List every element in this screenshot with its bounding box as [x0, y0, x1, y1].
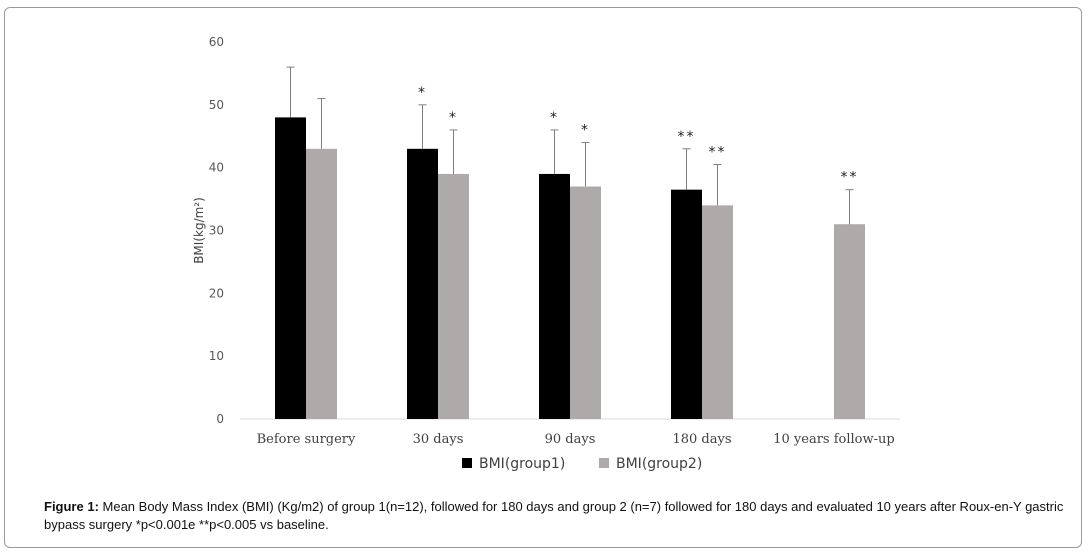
caption-text: Mean Body Mass Index (BMI) (Kg/m2) of gr…	[44, 499, 1064, 532]
bar	[275, 117, 306, 420]
significance-marker: **	[841, 170, 859, 186]
significance-marker: *	[418, 85, 427, 101]
caption-label: Figure 1:	[44, 499, 99, 514]
y-tick-label: 30	[209, 224, 224, 238]
bar-chart: BMI(kg/m²) 0 10 20 30 40 50 60 Before surgery 30…	[192, 35, 900, 472]
y-tick-label: 20	[209, 286, 224, 300]
bar	[438, 173, 469, 419]
legend-label: BMI(group2)	[616, 456, 702, 472]
y-tick-label: 10	[209, 349, 224, 363]
x-tick-label: 180 days	[672, 432, 731, 447]
x-tick-label: 10 years follow-up	[773, 432, 894, 447]
y-tick-label: 0	[216, 412, 224, 426]
bar	[570, 186, 601, 419]
significance-marker: **	[678, 129, 696, 145]
y-tick-label: 50	[209, 98, 224, 112]
legend-label: BMI(group1)	[479, 456, 565, 472]
bar	[834, 224, 865, 419]
figure-frame	[4, 7, 1082, 548]
significance-marker: *	[581, 123, 590, 139]
bar	[407, 148, 438, 420]
y-tick-label: 60	[209, 35, 224, 49]
y-axis-label: BMI(kg/m²)	[192, 197, 206, 264]
significance-marker: **	[709, 145, 727, 161]
legend-swatch	[462, 458, 472, 468]
bar	[306, 148, 337, 420]
significance-marker: *	[550, 110, 559, 126]
x-tick-label: Before surgery	[257, 432, 356, 447]
bar	[702, 205, 733, 419]
significance-marker: *	[449, 110, 458, 126]
y-tick-label: 40	[209, 161, 224, 175]
x-tick-label: 30 days	[413, 432, 464, 447]
legend: BMI(group1) BMI(group2)	[462, 456, 702, 472]
bar	[671, 189, 702, 419]
x-tick-label: 90 days	[545, 432, 596, 447]
figure-caption: Figure 1: Mean Body Mass Index (BMI) (Kg…	[44, 498, 1064, 534]
bar	[539, 173, 570, 419]
legend-swatch	[599, 458, 609, 468]
